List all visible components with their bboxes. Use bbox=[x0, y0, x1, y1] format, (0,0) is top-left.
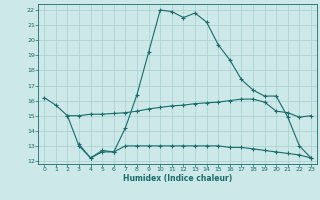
X-axis label: Humidex (Indice chaleur): Humidex (Indice chaleur) bbox=[123, 174, 232, 183]
